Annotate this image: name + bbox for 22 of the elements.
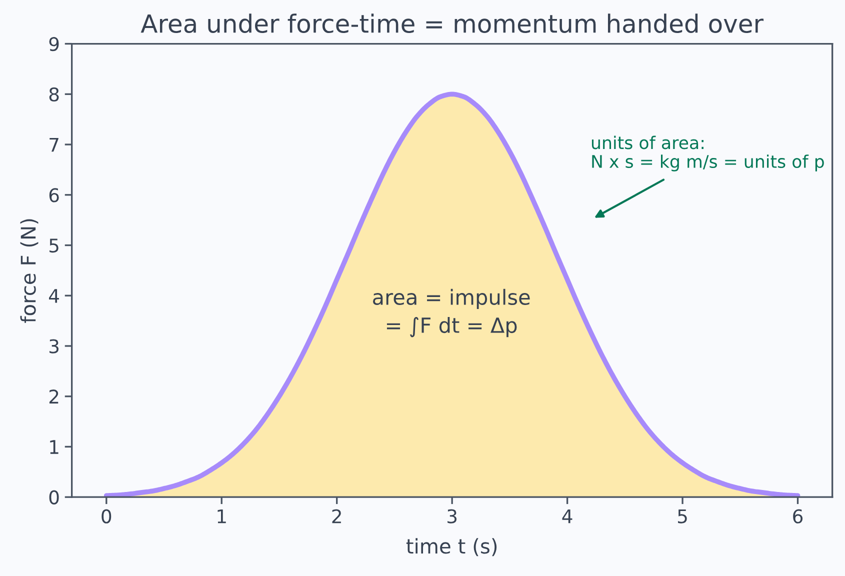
y-tick-label: 8 [49, 87, 59, 102]
y-axis-title: force F (N) [20, 219, 38, 323]
y-tick-label: 7 [50, 138, 58, 152]
x-tick-label: 1 [218, 509, 226, 524]
y-tick-label: 3 [50, 339, 59, 354]
x-tick-label: 0 [102, 509, 112, 524]
y-tick-label: 0 [49, 490, 59, 504]
y-tick-label: 6 [49, 188, 59, 202]
y-tick-label: 2 [49, 390, 58, 404]
x-tick-label: 4 [562, 509, 572, 524]
x-tick-label: 3 [448, 509, 457, 524]
y-tick-label: 5 [50, 238, 58, 253]
y-tick-label: 1 [50, 440, 58, 454]
annotation: units of area: N x s = kg m/s = units of p [592, 136, 824, 172]
x-axis-title: time t (s) [406, 538, 497, 556]
y-tick-label: 4 [49, 289, 59, 303]
x-tick-label: 6 [793, 509, 803, 524]
y-tick-label: 9 [49, 36, 59, 52]
x-tick-label: 2 [332, 509, 341, 524]
annotation: area = impulse = ∫F dt = Δp [373, 288, 530, 338]
chart-title: Area under force-time = momentum handed over [140, 14, 764, 34]
x-tick-label: 5 [678, 509, 687, 524]
